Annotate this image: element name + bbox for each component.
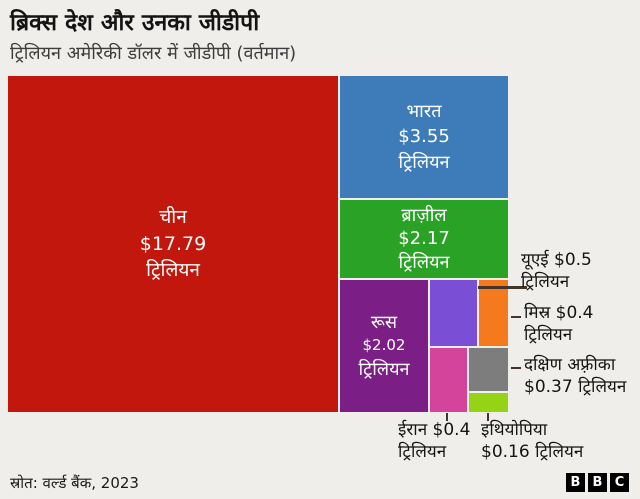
treemap-block-south-africa — [469, 348, 508, 391]
label-iran: ईरान $0.4 ट्रिलियन — [398, 419, 470, 464]
russia-label-unit: ट्रिलियन — [358, 358, 410, 380]
chart-title: ब्रिक्स देश और उनका जीडीपी — [10, 10, 260, 36]
bbc-logo-letter-c: C — [610, 473, 629, 492]
leader-line-uae — [478, 286, 527, 289]
india-label-name: भारत — [406, 100, 442, 122]
treemap-block-iran — [430, 348, 467, 412]
china-label-name: चीन — [159, 205, 187, 228]
label-ethiopia: इथियोपिया $0.16 ट्रिलियन — [481, 419, 583, 464]
brazil-label-unit: ट्रिलियन — [398, 251, 450, 273]
chart-subtitle: ट्रिलियन अमेरिकी डॉलर में जीडीपी (वर्तमा… — [10, 43, 297, 64]
treemap-chart: चीन $17.79 ट्रिलियन भारत $3.55 ट्रिलियन … — [8, 76, 508, 412]
treemap-block-brazil: ब्राज़ील $2.17 ट्रिलियन — [340, 200, 508, 278]
ethiopia-label-line1: इथियोपिया — [481, 420, 548, 440]
bbc-logo-letter-b2: B — [588, 473, 607, 492]
treemap-block-ethiopia — [469, 393, 508, 412]
russia-label-value: $2.02 — [362, 336, 406, 355]
russia-label-name: रूस — [370, 311, 398, 333]
treemap-block-uae — [430, 280, 477, 346]
iran-label-line2: ट्रिलियन — [398, 442, 447, 463]
treemap-block-china: चीन $17.79 ट्रिलियन — [8, 76, 338, 412]
south-africa-label-line1: दक्षिण अफ़्रीका — [524, 355, 616, 375]
ethiopia-label-line2: $0.16 ट्रिलियन — [481, 442, 584, 463]
treemap-block-india: भारत $3.55 ट्रिलियन — [340, 76, 508, 198]
source-note: स्रोत: वर्ल्ड बैंक, 2023 — [10, 474, 139, 492]
treemap-block-egypt — [479, 280, 508, 346]
brazil-label-name: ब्राज़ील — [401, 204, 447, 226]
india-label-unit: ट्रिलियन — [398, 151, 450, 173]
bbc-logo: B B C — [566, 473, 629, 492]
iran-label-line1: ईरान $0.4 — [398, 420, 471, 440]
label-egypt: मिस्र $0.4 ट्रिलियन — [524, 302, 594, 347]
leader-line-ethiopia — [487, 413, 489, 421]
south-africa-label-line2: $0.37 ट्रिलियन — [524, 377, 627, 398]
egypt-label-line2: ट्रिलियन — [524, 325, 573, 346]
leader-line-egypt — [511, 316, 521, 318]
bbc-logo-letter-b1: B — [566, 473, 585, 492]
uae-label-line1: यूएई $0.5 — [521, 250, 592, 270]
egypt-label-line1: मिस्र $0.4 — [524, 303, 594, 323]
brazil-label-value: $2.17 — [398, 228, 450, 250]
label-uae: यूएई $0.5 ट्रिलियन — [521, 249, 592, 294]
label-south-africa: दक्षिण अफ़्रीका $0.37 ट्रिलियन — [524, 354, 626, 399]
treemap-block-russia: रूस $2.02 ट्रिलियन — [340, 280, 428, 412]
china-label-value: $17.79 — [139, 232, 207, 255]
uae-label-line2: ट्रिलियन — [521, 272, 570, 293]
india-label-value: $3.55 — [398, 126, 450, 148]
leader-line-south-africa — [511, 367, 521, 369]
leader-line-iran — [446, 413, 448, 421]
china-label-unit: ट्रिलियन — [146, 259, 200, 282]
